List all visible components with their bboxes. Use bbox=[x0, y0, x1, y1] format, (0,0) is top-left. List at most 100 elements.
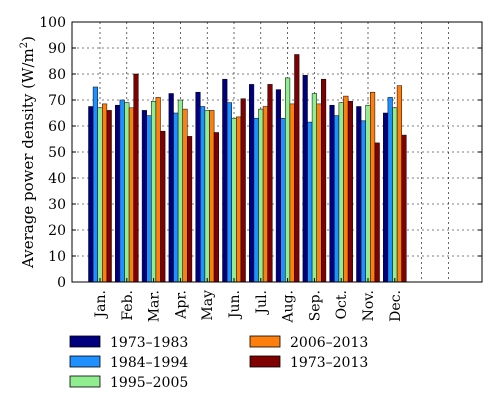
x-tick-label: Jun. bbox=[227, 290, 243, 320]
bar bbox=[262, 106, 268, 283]
bar bbox=[200, 106, 206, 283]
bars bbox=[88, 54, 407, 283]
bar bbox=[133, 73, 139, 283]
bar bbox=[187, 136, 193, 283]
y-axis-label-superscript: 2 bbox=[19, 42, 30, 48]
legend: 1973–1983 1984–1994 1995–2005 2006–2013 1973… bbox=[69, 335, 368, 391]
bar bbox=[119, 99, 125, 283]
bar bbox=[302, 75, 308, 283]
bar bbox=[360, 120, 366, 283]
y-tick-label: 90 bbox=[48, 41, 66, 57]
bar bbox=[280, 117, 286, 283]
legend-label: 1995–2005 bbox=[110, 375, 188, 391]
x-tick-label: Nov. bbox=[361, 290, 377, 321]
legend-label: 1973–2013 bbox=[290, 355, 368, 371]
y-tick-label: 70 bbox=[48, 93, 66, 109]
x-tick-label: Sep. bbox=[307, 290, 323, 321]
bar bbox=[195, 91, 201, 283]
bar bbox=[370, 91, 376, 283]
bar bbox=[334, 115, 340, 283]
bar bbox=[128, 107, 134, 283]
x-tick-label: Feb. bbox=[120, 290, 136, 321]
bar bbox=[249, 84, 255, 283]
legend-label: 1984–1994 bbox=[110, 355, 188, 371]
bar bbox=[151, 101, 157, 283]
y-tick-label: 50 bbox=[48, 145, 66, 161]
legend-label: 2006–2013 bbox=[290, 335, 368, 351]
bar bbox=[102, 103, 108, 283]
bar bbox=[253, 117, 259, 283]
bar bbox=[141, 110, 147, 283]
bar bbox=[343, 95, 349, 283]
bar bbox=[392, 107, 398, 283]
bar bbox=[294, 54, 300, 283]
x-tick-label: Aug. bbox=[281, 290, 297, 324]
bar bbox=[204, 110, 210, 283]
bar bbox=[396, 85, 402, 283]
bar bbox=[285, 77, 291, 283]
y-tick-label: 60 bbox=[48, 119, 66, 135]
bar bbox=[347, 101, 353, 283]
bar bbox=[236, 116, 242, 283]
bar bbox=[338, 102, 344, 283]
bar bbox=[97, 107, 103, 283]
bar bbox=[374, 142, 380, 283]
bar bbox=[92, 86, 98, 283]
x-tick-label: Apr. bbox=[173, 290, 189, 320]
bar bbox=[177, 99, 183, 283]
legend-swatch bbox=[69, 355, 101, 368]
bar bbox=[231, 117, 237, 283]
bar bbox=[146, 115, 152, 283]
bar bbox=[289, 103, 295, 283]
bar bbox=[226, 102, 232, 283]
bar bbox=[307, 121, 313, 283]
bar bbox=[311, 93, 317, 283]
x-tick-label: May bbox=[200, 290, 216, 321]
y-tick-label: 0 bbox=[57, 275, 66, 291]
y-axis-label-main: Average power density (W/m bbox=[19, 48, 37, 269]
bar bbox=[258, 108, 264, 283]
x-tick-label: Oct. bbox=[334, 290, 350, 319]
y-axis-label: Average power density (W/m2) bbox=[19, 36, 37, 269]
bar bbox=[387, 97, 393, 283]
y-tick-label: 10 bbox=[48, 249, 66, 265]
bar bbox=[316, 103, 322, 283]
bar bbox=[401, 134, 407, 283]
bar bbox=[168, 93, 174, 283]
bar bbox=[240, 98, 246, 283]
legend-swatch bbox=[249, 355, 281, 368]
bar bbox=[275, 89, 281, 283]
y-tick-label: 100 bbox=[39, 15, 66, 31]
y-tick-label: 40 bbox=[48, 171, 66, 187]
bar bbox=[106, 110, 112, 283]
bar bbox=[267, 84, 273, 283]
bar bbox=[356, 106, 362, 283]
bar bbox=[365, 104, 371, 283]
bar bbox=[383, 112, 389, 283]
y-tick-label: 30 bbox=[48, 197, 66, 213]
bar bbox=[321, 78, 327, 283]
y-axis-label-close: ) bbox=[19, 36, 37, 42]
y-axis-ticks: 0 10 20 30 40 50 60 70 80 90 100 bbox=[39, 15, 482, 291]
x-axis-ticks: Jan. Feb. Mar. Apr. May Jun. Jul. Aug. Sep. Oct. N… bbox=[93, 278, 404, 324]
bar bbox=[124, 102, 130, 283]
x-tick-label: Dec. bbox=[388, 290, 404, 322]
bar bbox=[182, 108, 188, 283]
bar bbox=[173, 112, 179, 283]
bar bbox=[88, 106, 94, 283]
x-tick-label: Jan. bbox=[93, 290, 109, 319]
bar bbox=[155, 97, 161, 283]
x-tick-label: Mar. bbox=[147, 290, 163, 322]
bar bbox=[209, 110, 215, 283]
bar bbox=[115, 104, 121, 283]
legend-label: 1973–1983 bbox=[110, 335, 188, 351]
bar bbox=[160, 130, 166, 283]
y-tick-label: 20 bbox=[48, 223, 66, 239]
y-tick-label: 80 bbox=[48, 67, 66, 83]
legend-swatch bbox=[69, 335, 101, 348]
legend-swatch bbox=[249, 335, 281, 348]
bar bbox=[329, 104, 335, 283]
x-tick-label: Jul. bbox=[254, 290, 270, 316]
bar bbox=[222, 78, 228, 283]
legend-swatch bbox=[69, 375, 101, 388]
